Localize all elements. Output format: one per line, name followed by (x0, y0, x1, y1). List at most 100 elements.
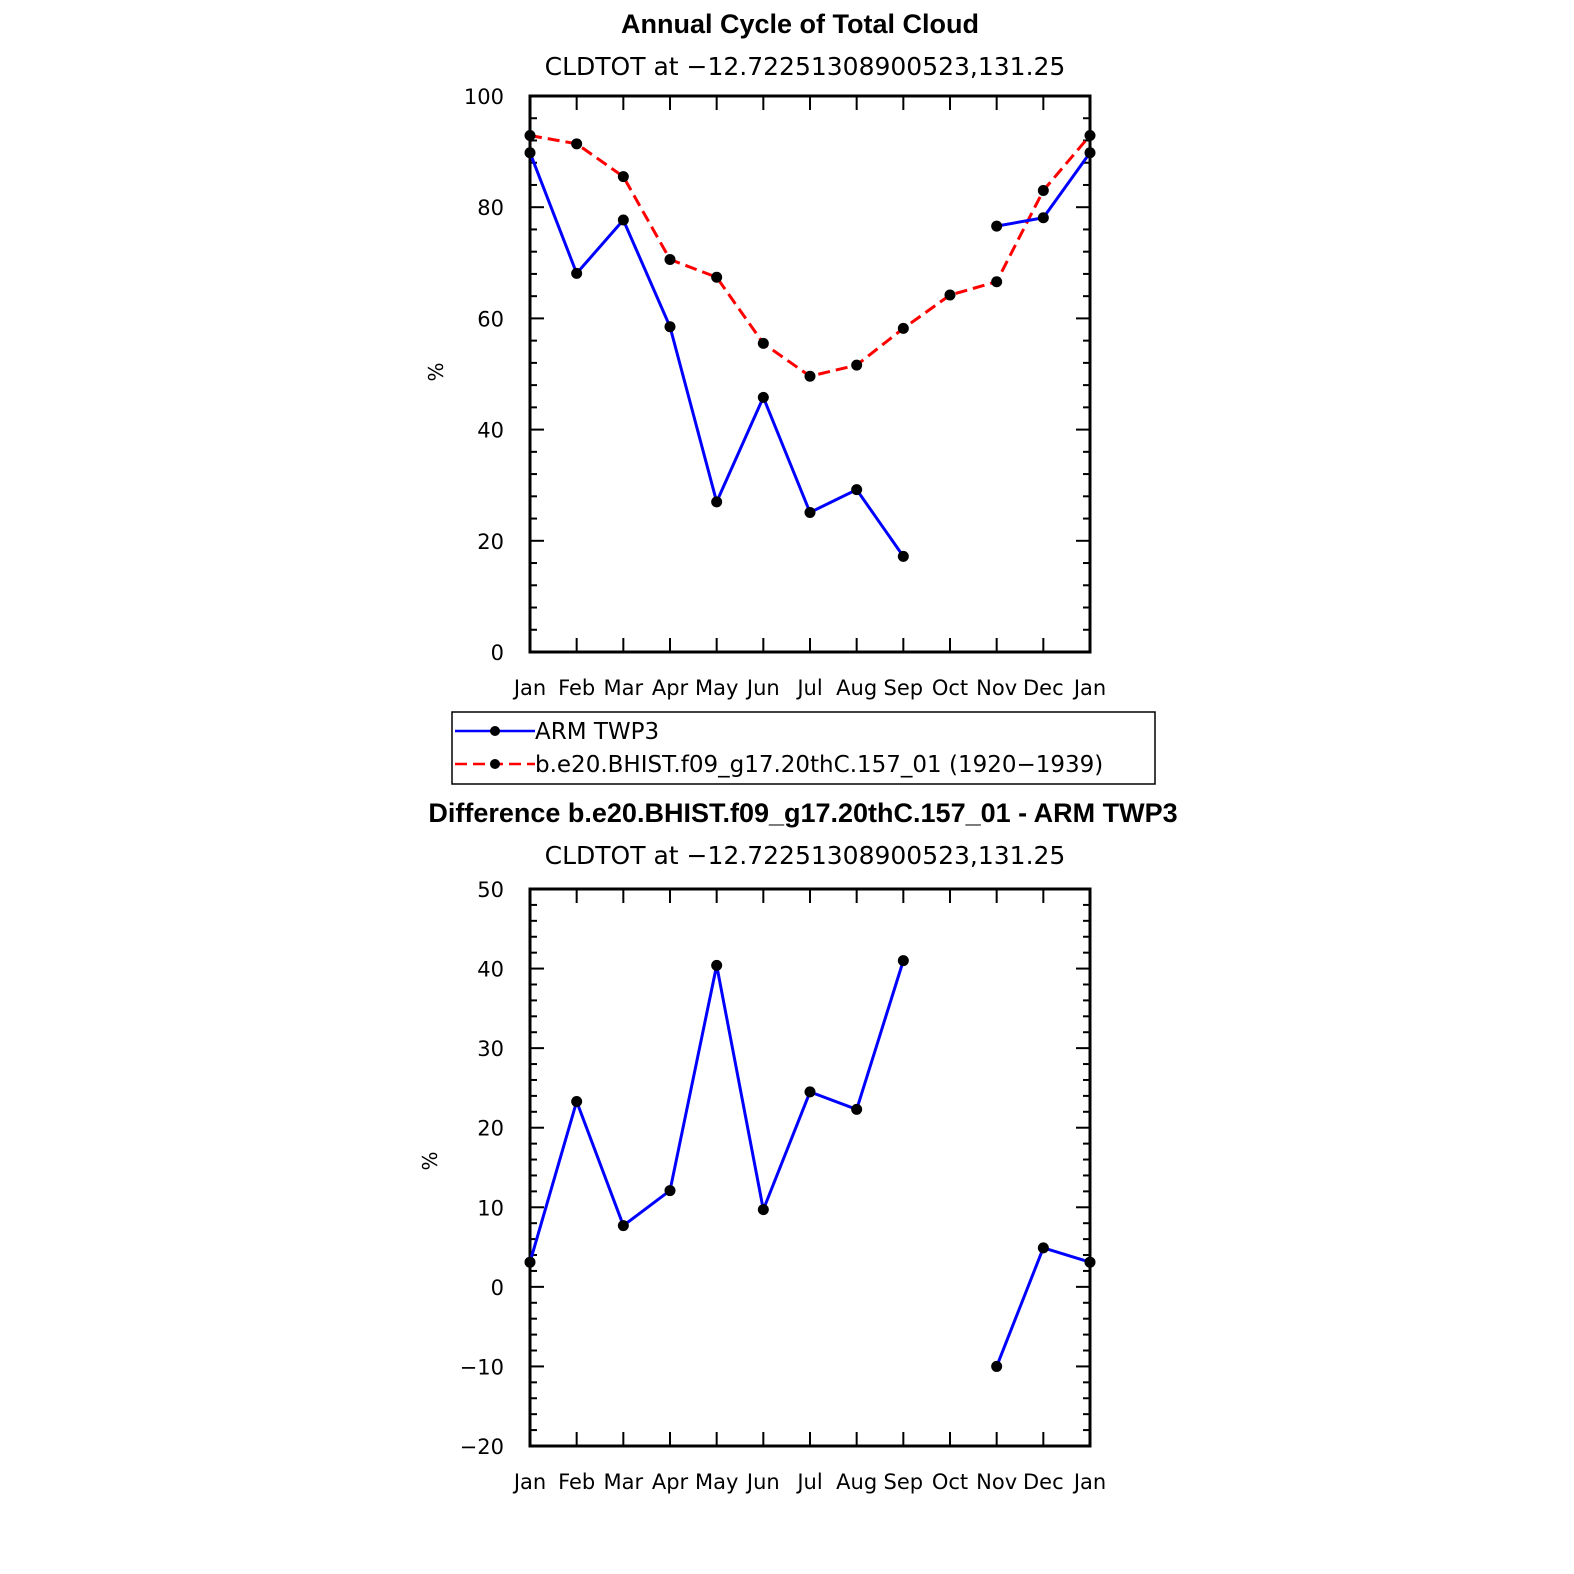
difference-title: Difference b.e20.BHIST.f09_g17.20thC.157… (428, 798, 1177, 828)
difference-plot-area: −20 −10 0 10 20 30 40 50 Jan Feb Mar Apr May Jun Jul Au… (460, 878, 1107, 1494)
data-point (851, 359, 863, 371)
data-point (571, 1095, 583, 1107)
x-tick-label: Aug (836, 1470, 877, 1494)
data-point (851, 1103, 863, 1115)
legend-box (451, 711, 1156, 785)
y-tick-label: 40 (477, 958, 504, 982)
series-line (528, 152, 905, 558)
legend-marker-arm (490, 726, 500, 736)
series-line (528, 960, 905, 1263)
legend-label-model: b.e20.BHIST.f09_g17.20thC.157_01 (1920−1… (535, 752, 1103, 778)
y-tick-label: −20 (460, 1435, 504, 1459)
data-point (804, 506, 816, 518)
x-tick-label: Jan (512, 676, 546, 700)
y-tick-label: 100 (464, 85, 504, 109)
data-point (524, 1256, 536, 1268)
data-point (524, 129, 536, 141)
y-tick-label: −10 (460, 1355, 504, 1379)
data-point (711, 496, 723, 508)
difference-panel: Difference b.e20.BHIST.f09_g17.20thC.157… (418, 798, 1178, 1494)
data-point (617, 1220, 629, 1232)
y-tick-label: 80 (477, 196, 504, 220)
x-tick-label: Jan (1072, 676, 1106, 700)
legend: ARM TWP3 b.e20.BHIST.f09_g17.20thC.157_0… (451, 711, 1156, 785)
data-point (571, 138, 583, 150)
y-tick-label: 60 (477, 307, 504, 331)
plot-frame (528, 887, 1092, 1448)
x-tick-label: Jun (745, 676, 780, 700)
y-tick-label: 20 (477, 1117, 504, 1141)
x-tick-label: Feb (558, 1470, 595, 1494)
y-tick-label: 10 (477, 1196, 504, 1220)
x-tick-label: Dec (1023, 1470, 1064, 1494)
data-point (664, 253, 676, 265)
x-tick-label: Mar (604, 676, 644, 700)
data-point (991, 276, 1003, 288)
annual-cycle-subtitle: CLDTOT at −12.72251308900523,131.25 (545, 52, 1066, 81)
legend-entry-arm: ARM TWP3 (455, 719, 659, 745)
data-point (1084, 1256, 1096, 1268)
y-tick-label: 20 (477, 530, 504, 554)
y-tick-label: 30 (477, 1037, 504, 1061)
x-tick-label: Dec (1023, 676, 1064, 700)
data-point (757, 1204, 769, 1216)
legend-entry-model: b.e20.BHIST.f09_g17.20thC.157_01 (1920−1… (455, 752, 1103, 778)
x-tick-label: Jul (795, 1470, 822, 1494)
y-tick-label: 0 (491, 641, 504, 665)
x-tick-label: Nov (976, 676, 1017, 700)
x-tick-label: Oct (932, 676, 968, 700)
series-line (529, 133, 1092, 378)
legend-label-arm: ARM TWP3 (535, 719, 659, 745)
difference-subtitle: CLDTOT at −12.72251308900523,131.25 (545, 841, 1066, 870)
data-point (944, 289, 956, 301)
x-tick-label: Sep (884, 1470, 924, 1494)
data-point (664, 321, 676, 333)
series-line (995, 1246, 1091, 1367)
data-point (757, 391, 769, 403)
x-tick-label: May (695, 676, 738, 700)
data-point (571, 267, 583, 279)
data-point (1037, 185, 1049, 197)
data-point (851, 484, 863, 496)
x-tick-label: Apr (652, 1470, 689, 1494)
data-point (1084, 129, 1096, 141)
data-point (804, 370, 816, 382)
annual-cycle-panel: Annual Cycle of Total Cloud CLDTOT at −1… (424, 9, 1106, 700)
y-tick-label: 40 (477, 419, 504, 443)
data-point (1084, 147, 1096, 159)
x-tick-label: Jun (745, 1470, 780, 1494)
data-point (1037, 1242, 1049, 1254)
difference-y-axis-label: % (418, 1151, 442, 1170)
x-tick-label: Jan (1072, 1470, 1106, 1494)
x-tick-label: May (695, 1470, 738, 1494)
x-tick-label: Feb (558, 676, 595, 700)
data-point (711, 271, 723, 283)
y-tick-label: 50 (477, 878, 504, 902)
data-point (991, 1360, 1003, 1372)
x-tick-label: Jul (795, 676, 822, 700)
data-point (711, 959, 723, 971)
data-point (524, 147, 536, 159)
annual-cycle-title: Annual Cycle of Total Cloud (621, 9, 979, 39)
legend-marker-model (490, 759, 500, 769)
x-tick-label: Sep (884, 676, 924, 700)
data-point (617, 171, 629, 183)
data-point (757, 337, 769, 349)
annual-cycle-plot-area: 0 20 40 60 80 100 Jan Feb Mar Apr May Jun Jul Aug Sep O… (464, 85, 1106, 700)
x-tick-label: Nov (976, 1470, 1017, 1494)
x-tick-label: Apr (652, 676, 689, 700)
data-point (897, 955, 909, 967)
y-tick-label: 0 (491, 1276, 504, 1300)
data-point (897, 550, 909, 562)
data-point (897, 322, 909, 334)
x-tick-label: Jan (512, 1470, 546, 1494)
data-point (804, 1086, 816, 1098)
annual-cycle-y-axis-label: % (424, 362, 448, 381)
x-tick-label: Oct (932, 1470, 968, 1494)
data-point (991, 220, 1003, 232)
data-point (1037, 212, 1049, 224)
x-tick-label: Aug (836, 676, 877, 700)
data-point (617, 214, 629, 226)
data-point (664, 1185, 676, 1197)
